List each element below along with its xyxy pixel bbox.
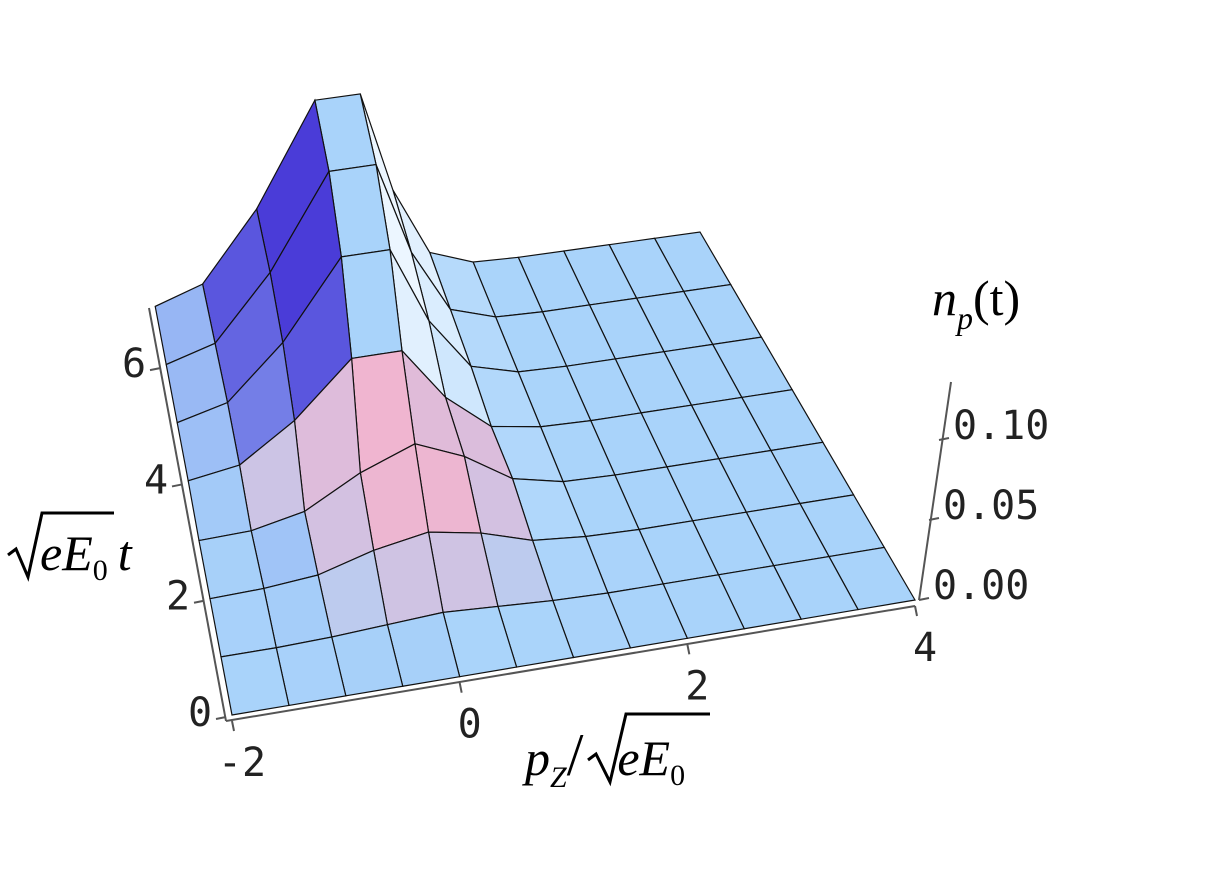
y-tick-label: 2: [166, 574, 190, 620]
x-tick-label: -2: [218, 740, 266, 786]
z-tick-label: 0.05: [943, 483, 1039, 529]
surface-patch: [209, 587, 277, 658]
y-label-part: t: [118, 525, 133, 581]
x-label-part: eE: [617, 730, 670, 786]
z-axis-line: [918, 381, 952, 601]
x-label-part: /: [567, 722, 584, 788]
y-tick: [149, 367, 161, 372]
z-axis-label: np(t): [932, 270, 1020, 336]
x-label-part: 0: [670, 759, 685, 792]
y-tick-label: 4: [144, 457, 168, 503]
y-tick: [215, 716, 227, 720]
y-tick: [171, 483, 183, 488]
x-axis-line: [225, 605, 916, 722]
z-tick: [918, 597, 930, 601]
y-label-radical: [7, 511, 114, 582]
x-label-part: Z: [550, 761, 567, 794]
x-tick-label: 0: [458, 702, 482, 748]
y-label-part: 0: [93, 554, 108, 587]
x-tick-label: 4: [913, 625, 937, 671]
y-axis-label: eE0 t: [40, 525, 133, 587]
y-tick-label: 6: [122, 341, 146, 387]
x-label-radical: [587, 712, 710, 787]
z-tick: [938, 437, 950, 441]
x-tick: [231, 720, 235, 732]
z-tick-label: 0.00: [933, 563, 1029, 609]
z-label-part: n: [932, 270, 957, 326]
surface-patch: [220, 647, 290, 716]
x-tick-label: 2: [685, 663, 709, 709]
y-tick: [193, 599, 205, 604]
x-tick: [686, 644, 691, 655]
x-tick: [458, 682, 463, 693]
x-label-part: p: [522, 730, 550, 786]
z-label-part: p: [955, 300, 973, 336]
surface: [154, 93, 916, 716]
x-tick: [914, 605, 918, 617]
z-label-part: (t): [973, 270, 1020, 326]
z-tick-label: 0.10: [953, 403, 1049, 449]
y-tick-label: 0: [188, 690, 212, 736]
y-label-part: eE: [40, 525, 93, 581]
y-axis-line: [148, 307, 227, 722]
z-tick: [928, 517, 940, 521]
x-axis-label: pZ/ eE0: [522, 722, 685, 794]
